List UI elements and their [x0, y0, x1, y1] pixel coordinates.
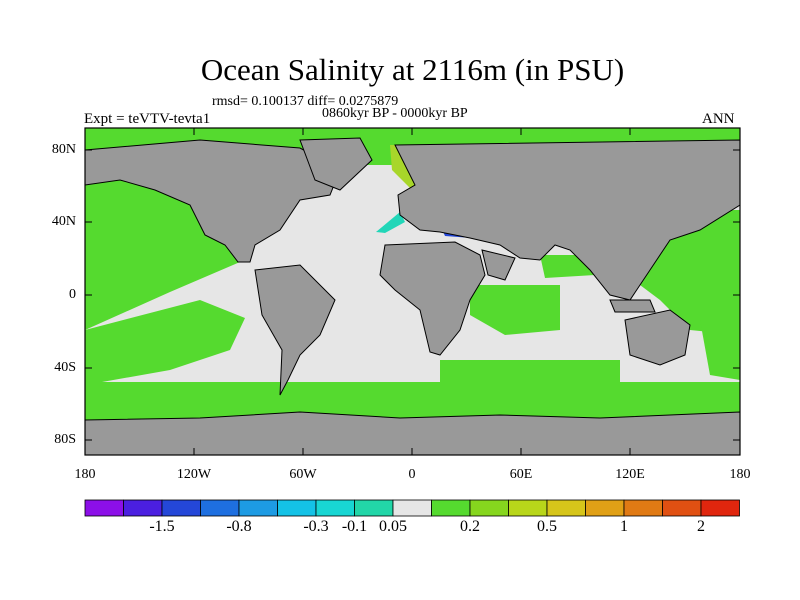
lon-ticks [84, 128, 741, 455]
colorbar-box [238, 499, 278, 517]
colorbar-label: 0.2 [460, 518, 480, 535]
colorbar-label: 0.5 [537, 518, 557, 535]
period-text: 0860kyr BP - 0000kyr BP [322, 106, 468, 121]
lat-label-0: 0 [69, 287, 76, 302]
season-label: ANN [702, 111, 735, 127]
colorbar-boxes [84, 499, 740, 517]
lat-label-40s: 40S [54, 360, 76, 375]
colorbar-label: 0.05 [379, 518, 407, 535]
colorbar-box [123, 499, 163, 517]
lon-label-60w: 60W [289, 467, 317, 482]
lat-label-40n: 40N [51, 214, 76, 229]
colorbar-box [585, 499, 625, 517]
colorbar-box [623, 499, 663, 517]
lat-ticks [85, 149, 740, 441]
colorbar-box [508, 499, 548, 517]
colorbar-box [662, 499, 702, 517]
lat-label-80n: 80N [51, 142, 76, 157]
colorbar-label: 2 [697, 518, 705, 535]
colorbar-label: 1 [620, 518, 628, 535]
colorbar-box [431, 499, 471, 517]
map-title: Ocean Salinity at 2116m (in PSU) [200, 52, 625, 87]
colorbar-label: -0.8 [226, 518, 252, 535]
lon-label-180w: 180 [74, 467, 96, 482]
land-masses [85, 137, 740, 455]
colorbar-label: -0.1 [341, 518, 368, 535]
lat-label-80s: 80S [54, 432, 76, 447]
colorbar-box [84, 499, 124, 517]
lon-label-60e: 60E [509, 467, 533, 482]
colorbar-label: -1.5 [149, 518, 175, 535]
colorbar-box [700, 499, 740, 517]
colorbar-box [392, 499, 432, 517]
lon-label-120w: 120W [176, 467, 212, 482]
colorbar-label: -0.3 [303, 518, 329, 535]
lon-label-180e: 180 [729, 467, 751, 482]
lon-label-120e: 120E [615, 467, 645, 482]
colorbar-box [161, 499, 201, 517]
stats-text: rmsd= 0.100137 diff= 0.0275879 [212, 94, 399, 109]
colorbar-box [277, 499, 317, 517]
colorbar-box [200, 499, 240, 517]
lon-label-0: 0 [408, 467, 416, 482]
colorbar-box [546, 499, 586, 517]
colorbar-box [315, 499, 355, 517]
experiment-label: Expt = teVTV-tevta1 [84, 111, 211, 127]
colorbar-box [469, 499, 509, 517]
colorbar-box [354, 499, 394, 517]
